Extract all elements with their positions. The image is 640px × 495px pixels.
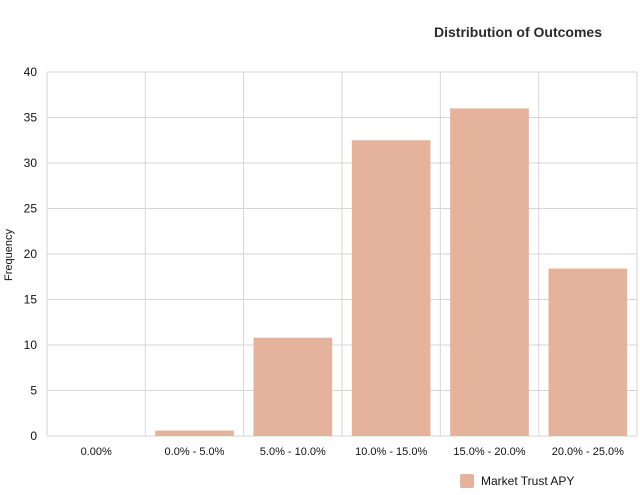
gridlines (46, 71, 638, 437)
y-tick-label: 10 (24, 338, 38, 352)
x-tick-label: 0.00% (81, 446, 112, 458)
x-axis-ticks: 0.00% 0.0% - 5.0% 5.0% - 10.0% 10.0% - 15.0… (81, 446, 625, 458)
x-tick-label: 0.0% - 5.0% (165, 446, 225, 458)
bar (548, 268, 628, 436)
y-axis-ticks: 0 5 10 15 20 25 30 35 40 (24, 65, 38, 443)
x-tick-label: 15.0% - 20.0% (453, 446, 525, 458)
y-tick-label: 15 (24, 293, 38, 307)
y-tick-label: 30 (24, 156, 38, 170)
bar (450, 108, 529, 437)
legend: Market Trust APY (460, 474, 574, 488)
y-tick-label: 25 (24, 202, 38, 216)
x-tick-label: 5.0% - 10.0% (260, 446, 326, 458)
y-tick-label: 20 (24, 247, 38, 261)
chart-title: Distribution of Outcomes (434, 24, 602, 40)
y-tick-label: 0 (30, 429, 37, 443)
bar (351, 140, 431, 436)
x-tick-label: 20.0% - 25.0% (552, 446, 624, 458)
y-axis-label: Frequency (3, 229, 15, 281)
bar (155, 430, 234, 436)
legend-swatch (460, 474, 474, 488)
y-tick-label: 40 (24, 65, 38, 79)
bar (253, 337, 333, 436)
bars (155, 108, 628, 437)
legend-label: Market Trust APY (481, 474, 574, 488)
y-tick-label: 5 (30, 384, 37, 398)
y-tick-label: 35 (24, 111, 38, 125)
x-tick-label: 10.0% - 15.0% (355, 446, 427, 458)
